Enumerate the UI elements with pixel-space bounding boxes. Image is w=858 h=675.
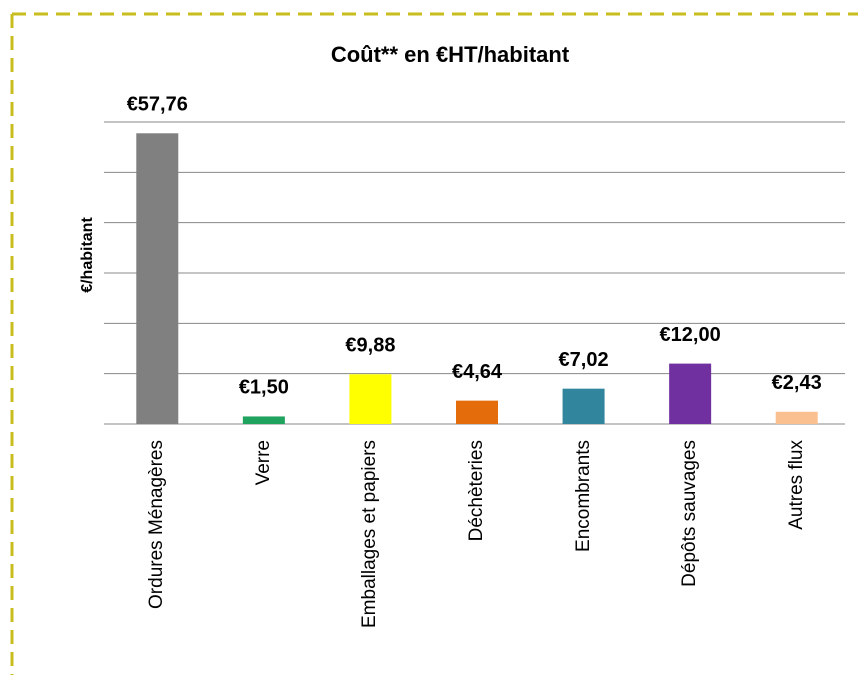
bar	[349, 374, 392, 424]
x-tick-label: Dépôts sauvages	[679, 440, 701, 587]
x-tick-label: Encombrants	[572, 440, 594, 552]
bar	[562, 388, 605, 424]
value-label: €7,02	[559, 349, 609, 371]
x-tick-label: Ordures Ménagères	[146, 440, 168, 609]
value-label: €4,64	[452, 361, 503, 383]
x-tick-label: Verre	[252, 440, 274, 486]
value-label: €2,43	[772, 372, 822, 394]
value-label: €57,76	[127, 94, 188, 116]
bar	[136, 133, 179, 425]
bar	[775, 411, 818, 424]
x-tick-label: Emballages et papiers	[359, 440, 381, 628]
value-label: €12,00	[660, 324, 721, 346]
x-tick-label: Déchèteries	[466, 440, 487, 542]
value-label: €1,50	[239, 377, 289, 399]
x-tick-label: Autres flux	[785, 440, 807, 530]
bar	[456, 400, 498, 424]
y-axis-label: €/habitant	[79, 217, 96, 293]
bar	[669, 363, 712, 424]
bar	[242, 416, 285, 424]
value-label: €9,88	[345, 335, 395, 357]
chart-title: Coût** en €HT/habitant	[331, 42, 570, 67]
